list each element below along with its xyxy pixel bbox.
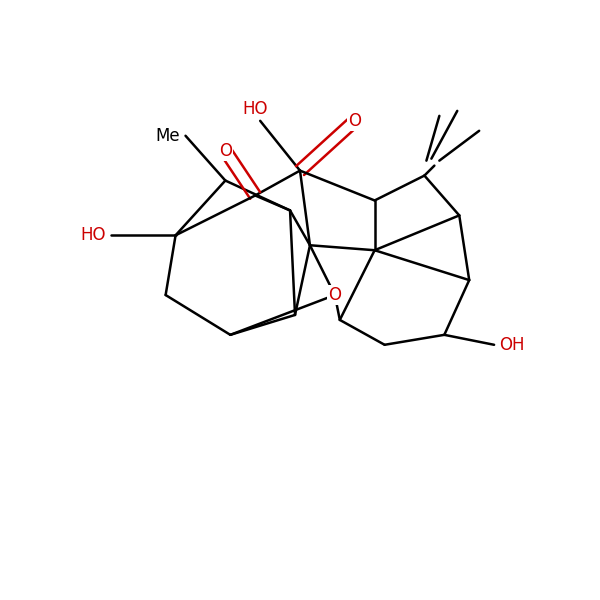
Text: O: O [348,112,361,130]
Text: Me: Me [155,127,180,145]
Text: HO: HO [80,226,106,244]
Text: HO: HO [242,100,268,118]
Text: O: O [219,142,232,160]
Text: OH: OH [499,336,524,354]
Text: O: O [328,286,341,304]
